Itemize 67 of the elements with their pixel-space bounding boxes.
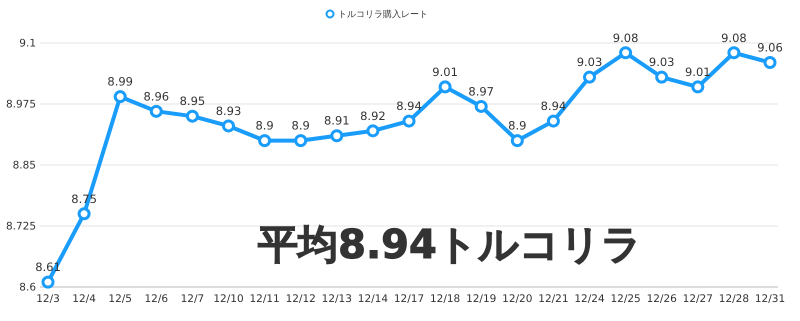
x-tick-label: 12/18 (430, 293, 460, 305)
x-tick-label: 12/5 (108, 293, 132, 305)
data-label: 8.9 (508, 118, 526, 133)
point (78, 207, 91, 220)
x-tick-label: 12/17 (394, 293, 424, 305)
data-label: 9.06 (757, 40, 783, 55)
data-label: 9.08 (721, 30, 747, 45)
point (546, 114, 560, 128)
point (764, 56, 776, 70)
x-tick-label: 12/24 (574, 293, 605, 305)
x-tick-label: 12/14 (358, 293, 388, 305)
x-tick-label: 12/3 (36, 293, 60, 305)
point (186, 110, 199, 123)
x-tick-label: 12/13 (322, 293, 352, 305)
y-tick-label: 8.85 (12, 160, 36, 172)
point (727, 46, 740, 60)
point (583, 70, 596, 84)
data-label: 8.96 (143, 89, 170, 104)
x-tick-label: 12/26 (646, 293, 678, 305)
annotation: 平均8.94トルコリラ (257, 222, 642, 268)
data-label: 8.99 (107, 74, 134, 89)
x-tick-label: 12/25 (610, 293, 641, 305)
point (150, 104, 163, 118)
data-label: 9.01 (432, 64, 458, 79)
data-label: 9.08 (612, 30, 638, 45)
data-label: 8.95 (180, 94, 206, 108)
x-tick-label: 12/19 (466, 293, 496, 305)
point (655, 70, 668, 84)
x-tick-label: 12/27 (682, 293, 713, 305)
point (294, 134, 308, 148)
point (114, 90, 127, 104)
point (691, 80, 704, 94)
data-label: 8.93 (216, 104, 242, 118)
data-label: 8.91 (324, 114, 350, 128)
point (330, 129, 344, 142)
point (510, 134, 524, 148)
x-tick-label: 12/4 (72, 293, 96, 305)
point (474, 100, 488, 113)
point (438, 80, 452, 94)
y-tick-label: 9.1 (19, 38, 36, 50)
x-tick-label: 12/7 (180, 293, 204, 305)
x-tick-label: 12/21 (538, 293, 569, 305)
data-label: 9.03 (576, 55, 602, 70)
x-tick-label: 12/11 (249, 293, 280, 305)
x-tick-label: 12/10 (213, 293, 244, 305)
y-tick-label: 8.975 (6, 98, 36, 111)
data-label: 9.01 (684, 64, 711, 79)
legend-label: トルコリラ購入レート (338, 9, 428, 20)
point (366, 124, 380, 138)
x-tick-label: 12/6 (144, 293, 168, 305)
point (42, 276, 54, 289)
x-tick-label: 12/12 (286, 293, 316, 305)
y-tick-label: 8.725 (6, 220, 36, 233)
point (222, 119, 235, 132)
point (619, 46, 632, 60)
x-tick-label: 12/31 (754, 293, 786, 305)
data-label: 8.92 (360, 108, 386, 123)
data-label: 9.03 (648, 55, 675, 70)
data-label: 8.94 (396, 99, 422, 114)
data-label: 8.9 (292, 118, 310, 133)
y-tick-label: 8.6 (19, 282, 36, 294)
x-tick-label: 12/28 (718, 293, 750, 305)
x-tick-label: 12/20 (502, 293, 532, 305)
point (258, 134, 272, 148)
data-label: 8.9 (255, 118, 274, 133)
data-label: 8.97 (468, 84, 494, 98)
point (402, 114, 416, 128)
